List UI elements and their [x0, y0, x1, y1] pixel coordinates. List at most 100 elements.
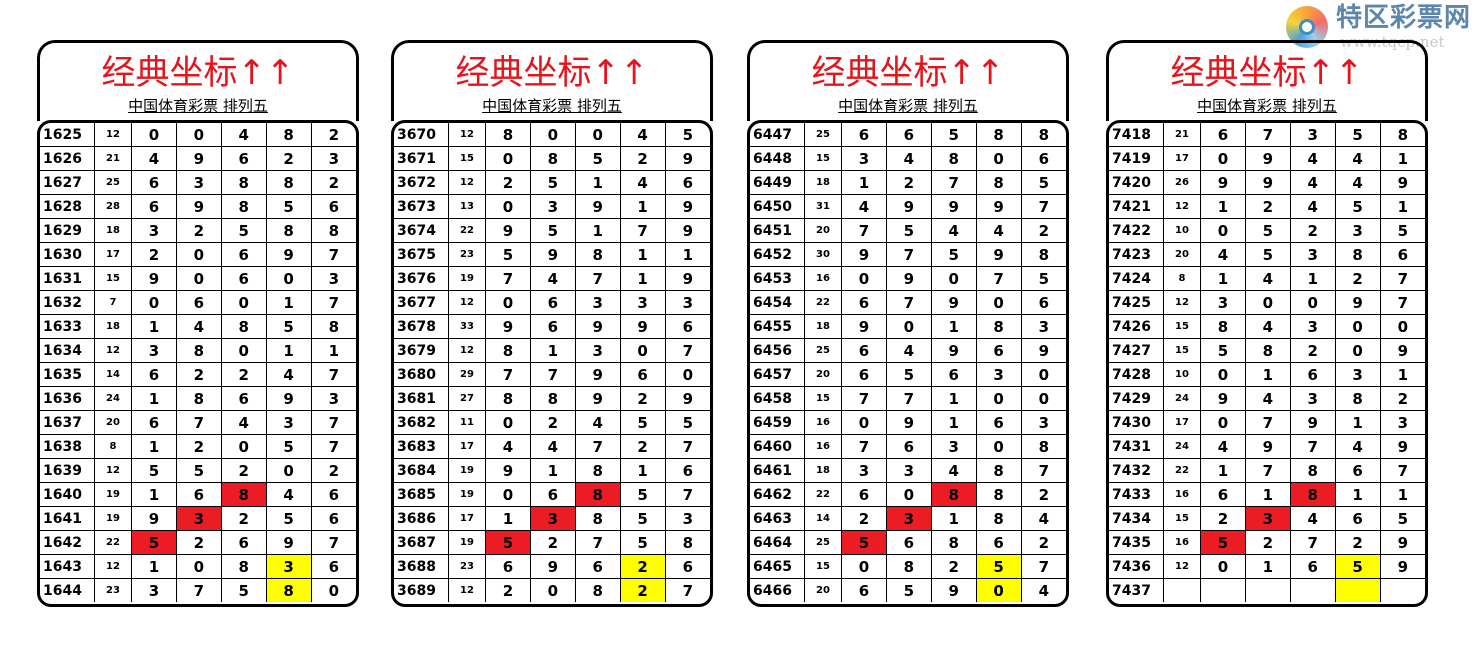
table-row: 3687 19 5 2 7 5 8 — [394, 530, 710, 555]
table-row: 6464 25 5 6 8 6 2 — [750, 530, 1066, 555]
issue-number: 7430 — [1109, 410, 1164, 435]
digit-sum: 20 — [804, 362, 842, 387]
digit-cell: 4 — [619, 123, 666, 147]
digit-cell: 3 — [1289, 123, 1336, 147]
issue-number: 7425 — [1109, 290, 1164, 315]
digit-sum: 16 — [804, 410, 842, 435]
digit-cell: 6 — [1289, 554, 1336, 579]
digit-cell: 1 — [1244, 482, 1291, 507]
digit-cell: 5 — [1020, 170, 1066, 195]
issue-number: 7423 — [1109, 242, 1164, 267]
digit-cell: 5 — [1334, 123, 1381, 147]
digit-cell: 1 — [619, 242, 666, 267]
table-row: 7428 10 0 1 6 3 1 — [1109, 362, 1425, 387]
table-row: 6460 16 7 6 3 0 8 — [750, 434, 1066, 459]
digit-cell: 8 — [220, 170, 267, 195]
issue-number: 6462 — [750, 482, 805, 507]
digit-cell: 0 — [175, 242, 222, 267]
issue-number: 6447 — [750, 123, 805, 147]
digit-cell: 3 — [619, 290, 666, 315]
digit-sum: 7 — [94, 290, 132, 315]
digit-cell: 0 — [1289, 290, 1336, 315]
digit-cell: 9 — [485, 314, 531, 339]
digit-cell: 7 — [1379, 458, 1425, 483]
digit-cell: 5 — [574, 146, 621, 171]
issue-number: 7428 — [1109, 362, 1164, 387]
digit-sum: 22 — [448, 218, 486, 243]
digit-cell: 8 — [220, 554, 267, 579]
digit-cell: 4 — [885, 146, 932, 171]
digit-cell: 7 — [175, 578, 222, 602]
digit-cell: 9 — [1379, 170, 1425, 195]
digit-cell: 9 — [485, 218, 531, 243]
digit-cell: 5 — [1200, 530, 1246, 555]
digit-cell: 9 — [1379, 530, 1425, 555]
digit-cell: 2 — [885, 170, 932, 195]
digit-cell: 1 — [131, 434, 177, 459]
digit-cell: 1 — [619, 266, 666, 291]
digit-cell: 8 — [265, 123, 312, 147]
table-row: 3674 22 9 5 1 7 9 — [394, 218, 710, 243]
digit-sum: 28 — [94, 194, 132, 219]
issue-number: 7420 — [1109, 170, 1164, 195]
draw-table-box: 6447 25 6 6 5 8 8 6448 15 3 4 8 0 6 6449 18 1 2 7 8 5 6450 31 4… — [747, 120, 1069, 607]
digit-cell: 2 — [930, 554, 977, 579]
digit-cell: 0 — [885, 482, 932, 507]
digit-cell: 9 — [574, 194, 621, 219]
digit-cell: 3 — [975, 362, 1022, 387]
site-logo: 特区彩票网 www.tqcp.net — [1284, 4, 1474, 50]
digit-sum: 12 — [1163, 194, 1201, 219]
digit-cell: 5 — [841, 530, 887, 555]
digit-cell: 3 — [1020, 314, 1066, 339]
digit-cell: 2 — [1020, 482, 1066, 507]
digit-cell: 5 — [1020, 266, 1066, 291]
digit-sum: 22 — [94, 530, 132, 555]
table-row: 6465 15 0 8 2 5 7 — [750, 554, 1066, 579]
digit-cell: 8 — [1020, 434, 1066, 459]
digit-sum: 22 — [804, 290, 842, 315]
digit-cell: 4 — [1334, 146, 1381, 171]
digit-cell: 6 — [1334, 506, 1381, 531]
digit-cell: 2 — [175, 362, 222, 387]
digit-cell: 6 — [485, 554, 531, 579]
digit-cell: 0 — [131, 123, 177, 147]
digit-cell: 5 — [664, 410, 710, 435]
table-row: 6451 20 7 5 4 4 2 — [750, 218, 1066, 243]
digit-cell: 0 — [1200, 410, 1246, 435]
table-row: 6457 20 6 5 6 3 0 — [750, 362, 1066, 387]
digit-cell: 6 — [310, 194, 356, 219]
digit-cell: 5 — [1244, 242, 1291, 267]
digit-cell: 1 — [1244, 554, 1291, 579]
digit-cell — [1334, 578, 1381, 602]
digit-cell: 1 — [574, 218, 621, 243]
digit-cell: 0 — [885, 314, 932, 339]
digit-cell: 0 — [265, 458, 312, 483]
issue-number: 1642 — [40, 530, 95, 555]
table-row: 1633 18 1 4 8 5 8 — [40, 314, 356, 339]
table-row: 3688 23 6 9 6 2 6 — [394, 554, 710, 579]
digit-cell: 3 — [885, 506, 932, 531]
digit-cell: 8 — [1379, 123, 1425, 147]
table-row: 6447 25 6 6 5 8 8 — [750, 123, 1066, 147]
result-panel: 经典坐标↑↑ 中国体育彩票 排列五 3670 12 8 0 0 4 5 3671 15 0 8 5 2 9 36… — [391, 40, 713, 607]
digit-sum: 15 — [804, 554, 842, 579]
digit-cell: 1 — [574, 170, 621, 195]
digit-sum: 16 — [1163, 482, 1201, 507]
issue-number: 1636 — [40, 386, 95, 411]
digit-cell: 2 — [485, 170, 531, 195]
digit-sum: 18 — [94, 314, 132, 339]
digit-cell: 4 — [1334, 170, 1381, 195]
issue-number: 3683 — [394, 434, 449, 459]
digit-cell — [1244, 578, 1291, 602]
digit-sum: 12 — [94, 123, 132, 147]
table-row: 7437 — [1109, 578, 1425, 602]
digit-cell: 4 — [265, 362, 312, 387]
digit-cell: 5 — [619, 530, 666, 555]
table-row: 3672 12 2 5 1 4 6 — [394, 170, 710, 195]
table-row: 6450 31 4 9 9 9 7 — [750, 194, 1066, 219]
digit-cell: 7 — [574, 266, 621, 291]
issue-number: 3686 — [394, 506, 449, 531]
digit-cell: 2 — [619, 146, 666, 171]
digit-cell: 0 — [1020, 386, 1066, 411]
digit-cell: 7 — [310, 530, 356, 555]
